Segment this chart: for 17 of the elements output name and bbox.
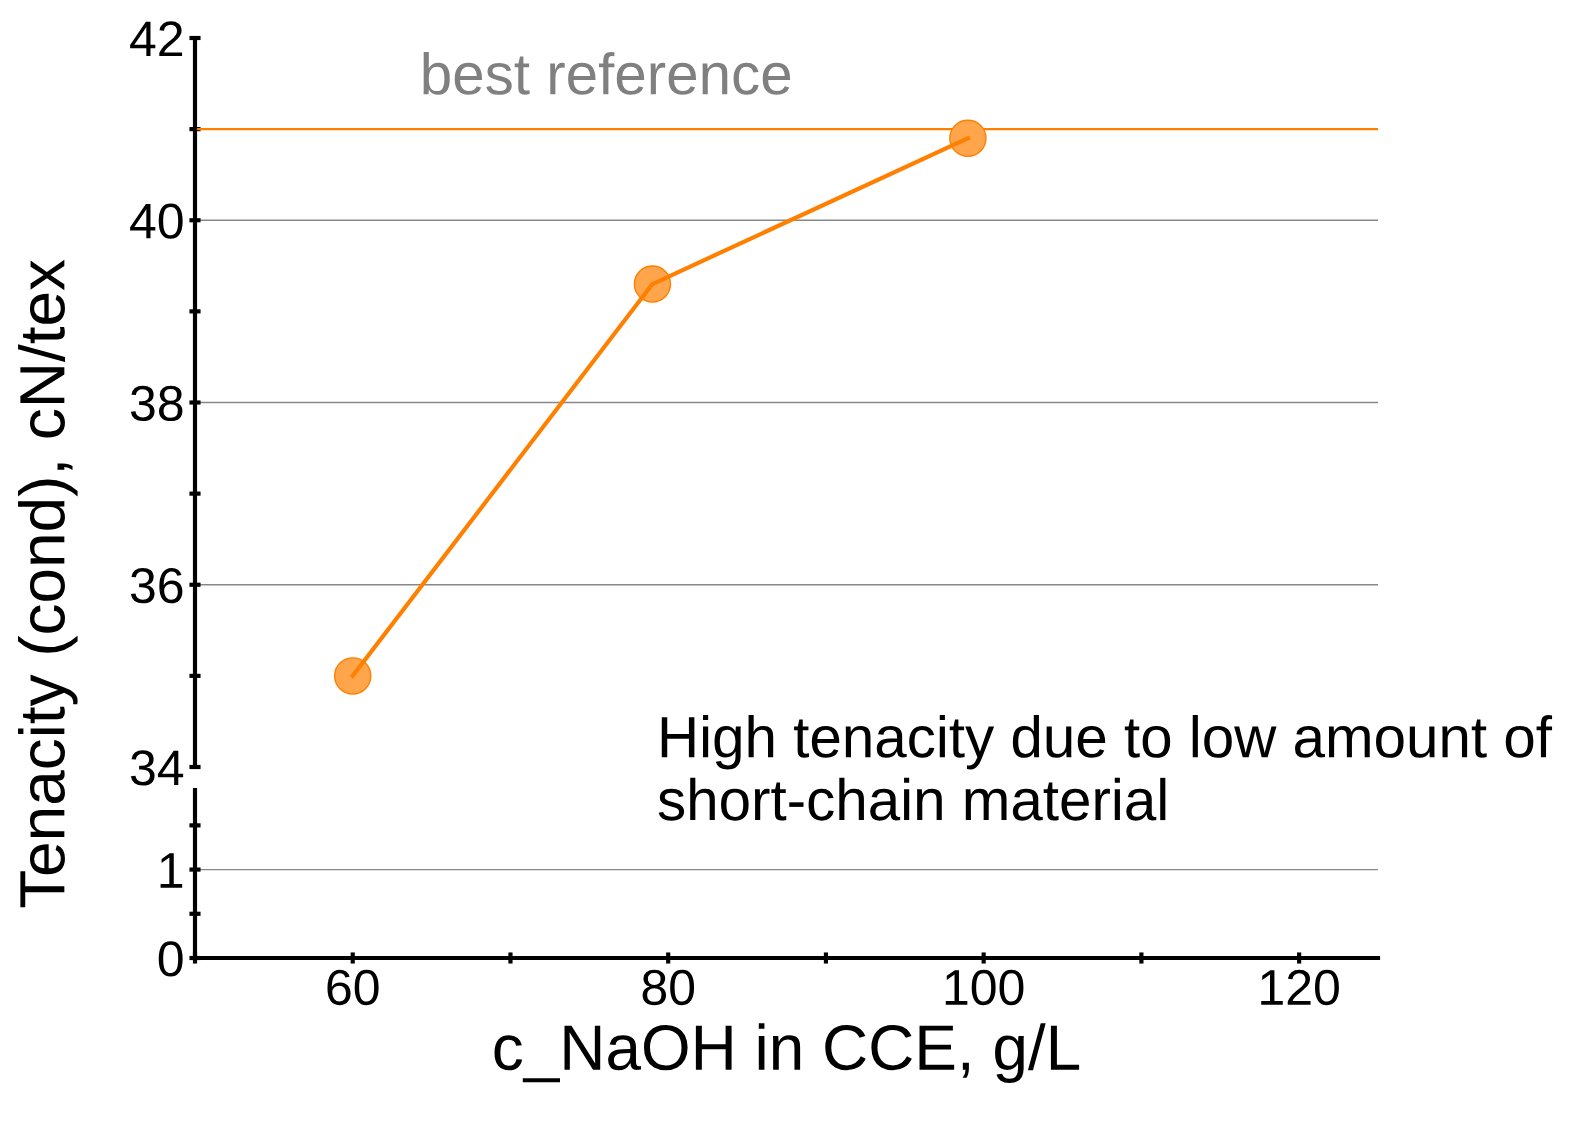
y-tick-label: 0 [158, 941, 183, 977]
point [949, 119, 987, 157]
ref-line-label: best reference [423, 51, 791, 95]
x-tick-label: 100 [945, 969, 1024, 1006]
x-tick-label: 120 [1261, 969, 1339, 1006]
annotation: High tenacity due to low amount of short-chain material [658, 715, 1553, 821]
y-tick-label: 34 [130, 750, 184, 786]
y-tick-label: 36 [130, 567, 183, 604]
x-tick-label: 60 [327, 969, 379, 1006]
y-tick-label: 38 [130, 385, 183, 422]
point [333, 657, 372, 695]
x-tick-label: 80 [642, 969, 695, 1006]
y-tick-label: 40 [130, 203, 183, 239]
y-axis-title: Tenacity (cond), cN/tex [18, 259, 78, 908]
y-tick-label: 42 [130, 21, 183, 57]
y-tick-label: 1 [160, 853, 183, 888]
x-axis-title: c_NaOH in CCE, g/L [494, 1023, 1080, 1083]
